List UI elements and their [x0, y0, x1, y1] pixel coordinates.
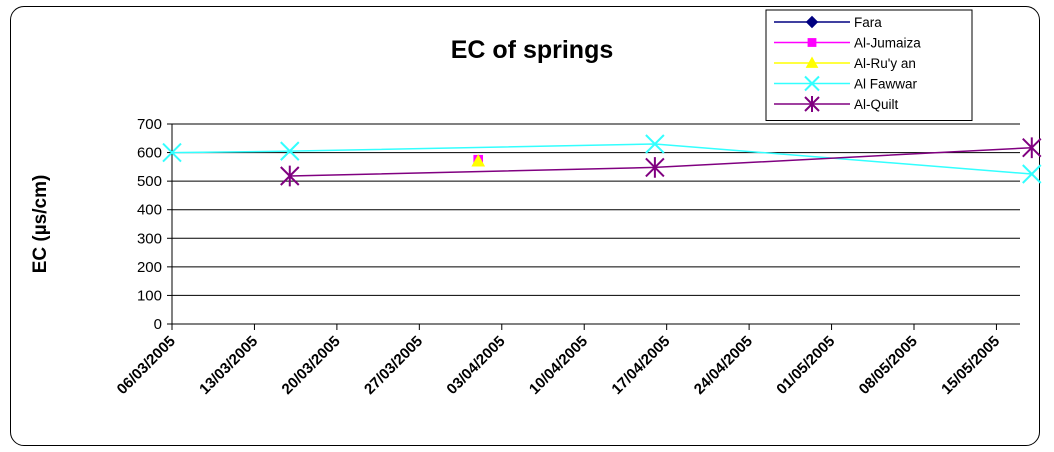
y-tick-label: 100 [137, 287, 162, 304]
y-tick-label: 0 [154, 316, 162, 333]
y-tick-label: 700 [137, 116, 162, 133]
legend-label-al-ru-y-an: Al-Ru'y an [854, 56, 916, 71]
x-tick-label: 01/05/2005 [773, 333, 838, 398]
data-point-al-quilt [1022, 137, 1042, 159]
y-axis-label: EC (µs/cm) [30, 175, 51, 274]
series-line-al-fawwar [171, 143, 1032, 175]
x-tick-label: 17/04/2005 [608, 333, 673, 398]
x-tick-label: 27/03/2005 [361, 333, 426, 398]
data-point-al-fawwar [1022, 164, 1042, 184]
x-tick-label: 20/03/2005 [279, 333, 344, 398]
legend-marker-al-fawwar [804, 75, 820, 92]
x-tick-label: 24/04/2005 [691, 333, 756, 398]
data-point-al-fawwar [280, 141, 300, 161]
x-tick-label: 10/04/2005 [526, 333, 591, 398]
y-tick-label: 400 [137, 202, 162, 219]
x-tick-label: 13/03/2005 [196, 333, 261, 398]
legend-label-al-jumaiza: Al-Jumaiza [854, 36, 921, 51]
x-tick-label: 15/05/2005 [938, 333, 1003, 398]
data-point-al-fawwar [645, 134, 665, 154]
legend-label-al-fawwar: Al Fawwar [854, 77, 918, 92]
legend-marker-al-jumaiza [807, 38, 817, 47]
legend-marker-al-quilt [804, 95, 820, 113]
x-tick-label: 06/03/2005 [114, 333, 179, 398]
x-tick-label: 03/04/2005 [443, 333, 508, 398]
legend-label-fara: Fara [854, 15, 882, 30]
legend-label-al-quilt: Al-Quilt [854, 97, 899, 112]
y-tick-label: 500 [137, 173, 162, 190]
legend-marker-al-ru-y-an [805, 56, 819, 68]
y-tick-label: 600 [137, 145, 162, 162]
chart-title: EC of springs [451, 36, 614, 64]
data-point-al-fawwar [162, 142, 182, 163]
legend-box [765, 9, 973, 121]
data-point-al-quilt [645, 157, 665, 178]
y-tick-label: 300 [137, 230, 162, 247]
y-tick-label: 200 [137, 259, 162, 276]
x-tick-label: 08/05/2005 [856, 333, 921, 398]
data-point-al-ru-y-an [471, 154, 486, 167]
data-point-al-quilt [280, 165, 300, 187]
legend-marker-fara [805, 15, 819, 29]
